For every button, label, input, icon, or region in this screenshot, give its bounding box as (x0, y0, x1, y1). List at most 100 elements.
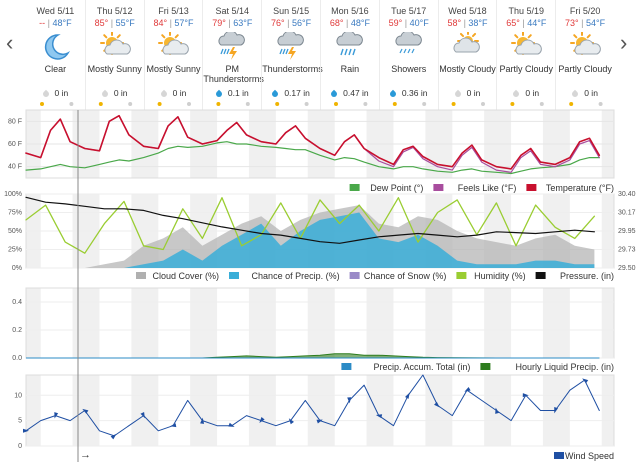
precip-amount: 0.36 in (401, 88, 428, 98)
day-temps: 79° | 63°F (203, 18, 261, 28)
y-tick-label: 0.4 (12, 299, 22, 306)
day-temps: 85° | 55°F (86, 18, 144, 28)
day-precip: 0 in (497, 88, 555, 98)
precip-amount: 0.47 in (343, 88, 369, 98)
y-tick-label: 29.50 (618, 265, 636, 272)
low-temp: 57°F (174, 18, 194, 28)
cloud-cover-area (26, 205, 595, 268)
legend-label: Hourly Liquid Precip. (in) (515, 362, 614, 372)
raindrop-icon (100, 89, 110, 98)
sun-cloud-icon (158, 32, 190, 55)
night-band (26, 375, 41, 446)
night-band (248, 110, 276, 178)
day-date: Fri 5/13 (158, 6, 189, 16)
day-temps: -- | 48°F (26, 18, 85, 28)
series-line-2 (25, 141, 600, 175)
temp-separator: | (45, 18, 53, 28)
low-temp: 54°F (586, 18, 606, 28)
night-band (601, 194, 614, 268)
day-column[interactable]: Tue 5/17 59° | 40°F Showers 0.36 in (378, 0, 438, 110)
raindrop-icon (271, 89, 280, 98)
wind-direction-arrow (495, 407, 500, 414)
high-temp: 85° (94, 18, 109, 28)
day-temps: 84° | 57°F (145, 18, 203, 28)
night-band (542, 110, 570, 178)
temp-separator: | (519, 18, 528, 28)
panel-frame (25, 109, 615, 179)
temp-separator: | (225, 18, 234, 28)
y-tick-label: 60 F (8, 141, 22, 148)
precip-amount: 0 in (525, 88, 540, 98)
day-precip: 0.1 in (203, 88, 261, 98)
night-band (425, 194, 453, 268)
y-tick-label: 0 (18, 443, 22, 450)
temp-separator: | (578, 18, 587, 28)
panel-frame (25, 287, 615, 359)
day-column[interactable]: Fri 5/13 84° | 57°F Mostly Sunny 0 in (143, 0, 203, 110)
day-precip: 0 in (556, 88, 614, 98)
precip-amount: 0 in (466, 88, 481, 98)
day-column[interactable]: Sat 5/14 79° | 63°F PM Thunderstorms 0.1 in (202, 0, 264, 110)
day-precip: 0.47 in (321, 88, 379, 98)
scroll-arrow-icon[interactable]: → (80, 449, 91, 461)
day-column[interactable]: Thu 5/12 85° | 55°F Mostly Sunny 0 in (84, 0, 144, 110)
night-band (366, 110, 394, 178)
legend-swatch (456, 272, 467, 279)
y-tick-label: 5 (18, 418, 22, 425)
prev-arrow-button[interactable]: ‹ (6, 30, 14, 55)
night-band (366, 288, 394, 358)
wind-direction-arrow (82, 408, 89, 414)
raindrop-icon (214, 89, 224, 98)
wind-direction-arrow (288, 418, 294, 425)
day-column[interactable]: Mon 5/16 68° | 48°F Rain 0.47 in (320, 0, 379, 110)
day-temps: 76° | 56°F (262, 18, 320, 28)
day-condition: Rain (340, 64, 360, 74)
next-arrow-button[interactable]: › (620, 30, 628, 55)
y-tick-label: 0.2 (12, 327, 22, 334)
day-column[interactable]: Wed 5/18 58° | 38°F Mostly Cloudy 0 in (437, 0, 497, 110)
night-band (248, 194, 276, 268)
temp-separator: | (402, 18, 410, 28)
legend-swatch (554, 452, 564, 459)
night-band (601, 288, 614, 358)
night-band (190, 375, 218, 446)
wind-direction-arrow (259, 417, 265, 424)
night-band (248, 288, 276, 358)
low-temp: 44°F (527, 18, 547, 28)
low-temp: 55°F (115, 18, 135, 28)
night-band (190, 288, 218, 358)
wind-speed-line (25, 374, 600, 437)
day-column[interactable]: Sun 5/15 76° | 56°F Thunderstorms 0.17 in (261, 0, 323, 110)
night-band (484, 194, 512, 268)
day-column[interactable]: Thu 5/19 65° | 44°F Partly Cloudy 0 in (496, 0, 555, 110)
day-column[interactable]: Fri 5/20 73° | 54°F Partly Cloudy 0 in (555, 0, 614, 110)
day-column[interactable]: Wed 5/11 -- | 48°F Clear 0 in (26, 0, 85, 110)
precip-amount: 0 in (584, 88, 598, 98)
wind-direction-arrow (464, 386, 471, 392)
day-condition: Clear (44, 64, 67, 74)
rain-icon (336, 32, 363, 56)
moon-icon (45, 34, 71, 60)
sun-cloud-icon (99, 32, 131, 55)
day-date: Fri 5/20 (569, 6, 601, 16)
night-band (26, 194, 41, 268)
legend-label: Dew Point (°) (370, 183, 423, 193)
wind-direction-arrow (228, 422, 235, 427)
legend-swatch (349, 272, 360, 279)
legend-label: Chance of Precip. (%) (252, 271, 340, 281)
day-precip: 0.36 in (380, 88, 438, 98)
wind-direction-arrow (140, 411, 145, 419)
legend-swatch (480, 363, 491, 370)
raindrop-icon (329, 89, 339, 98)
night-band (190, 110, 218, 178)
pressure-line (25, 196, 595, 244)
legend-label: Temperature (°F) (546, 183, 614, 193)
raindrop-icon (41, 89, 50, 98)
wind-direction-arrow (110, 433, 117, 440)
thunderstorm-icon (277, 32, 304, 60)
night-band (307, 288, 335, 358)
night-band (484, 110, 512, 178)
wind-direction-arrow (170, 423, 177, 428)
precip-amount: 0 in (113, 88, 128, 98)
day-condition: Thunderstorms (262, 64, 323, 74)
